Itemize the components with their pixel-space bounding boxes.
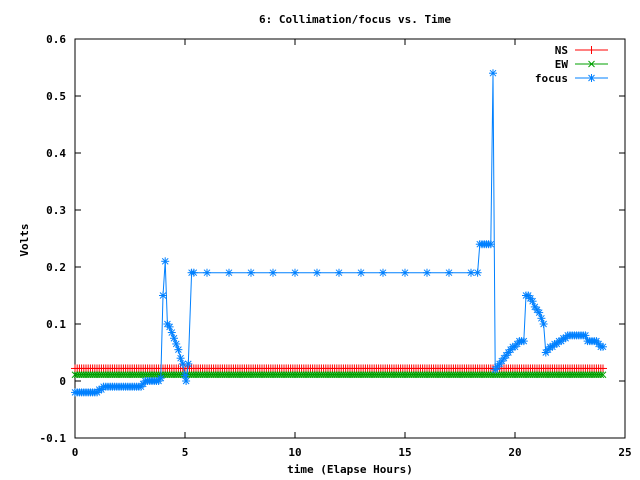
legend-marker: [587, 46, 596, 54]
point-EW: [599, 371, 607, 379]
point-focus: [225, 268, 233, 277]
legend-item-focus: focus: [535, 72, 608, 85]
point-focus: [269, 268, 277, 277]
point-focus: [159, 291, 167, 300]
point-focus: [184, 359, 193, 368]
y-tick-label: -0.1: [40, 432, 67, 445]
series-focus: [71, 69, 607, 397]
point-focus: [357, 268, 365, 277]
series-NS: [71, 364, 607, 373]
x-tick-label: 0: [72, 446, 79, 459]
y-tick-label: 0.4: [46, 147, 66, 160]
point-focus: [473, 268, 482, 277]
legend-item-EW: EW: [555, 58, 608, 71]
legend-item-NS: NS: [555, 44, 608, 57]
legend-marker: [587, 74, 596, 82]
legend-marker: [588, 60, 595, 68]
point-focus: [423, 268, 431, 277]
x-tick-label: 15: [398, 446, 411, 459]
ticks: [74, 38, 626, 439]
point-focus: [189, 268, 198, 277]
point-focus: [291, 268, 299, 277]
x-tick-label: 10: [288, 446, 301, 459]
point-focus: [379, 268, 387, 277]
plot-frame: [74, 38, 626, 439]
y-tick-label: 0.6: [46, 33, 66, 46]
point-focus: [519, 337, 528, 346]
point-focus: [313, 268, 321, 277]
x-tick-label: 20: [508, 446, 521, 459]
point-focus: [581, 331, 590, 340]
y-tick-label: 0.5: [46, 90, 66, 103]
point-focus: [335, 268, 343, 277]
point-focus: [489, 69, 497, 78]
y-tick-label: 0.1: [46, 318, 66, 331]
point-focus: [156, 374, 165, 383]
point-focus: [486, 240, 495, 249]
point-focus: [445, 268, 453, 277]
series-EW: [71, 371, 607, 379]
series-layer: [71, 69, 607, 397]
x-tick-label: 5: [182, 446, 189, 459]
tick-labels: 0 5 10 15 20 25 -0.1 0 0.1 0.2 0.3 0.4 0.5 0.6: [40, 33, 632, 459]
point-focus: [181, 371, 189, 380]
chart-title: 6: Collimation/focus vs. Time: [259, 13, 451, 26]
y-axis-title: Volts: [18, 223, 31, 256]
legend-label: NS: [555, 44, 568, 57]
point-focus: [203, 268, 211, 277]
point-focus: [161, 257, 170, 266]
point-focus: [599, 342, 607, 351]
y-tick-label: 0.2: [46, 261, 66, 274]
point-EW: [597, 371, 605, 379]
x-axis-title: time (Elapse Hours): [287, 463, 413, 476]
y-tick-label: 0: [59, 375, 66, 388]
point-focus: [182, 377, 191, 385]
x-tick-label: 25: [618, 446, 631, 459]
legend-label: EW: [555, 58, 569, 71]
point-focus: [401, 268, 409, 277]
point-focus: [247, 268, 255, 277]
legend-label: focus: [535, 72, 568, 85]
point-focus: [539, 320, 548, 328]
point-focus: [174, 345, 183, 354]
point-NS: [599, 364, 607, 373]
y-tick-label: 0.3: [46, 204, 66, 217]
